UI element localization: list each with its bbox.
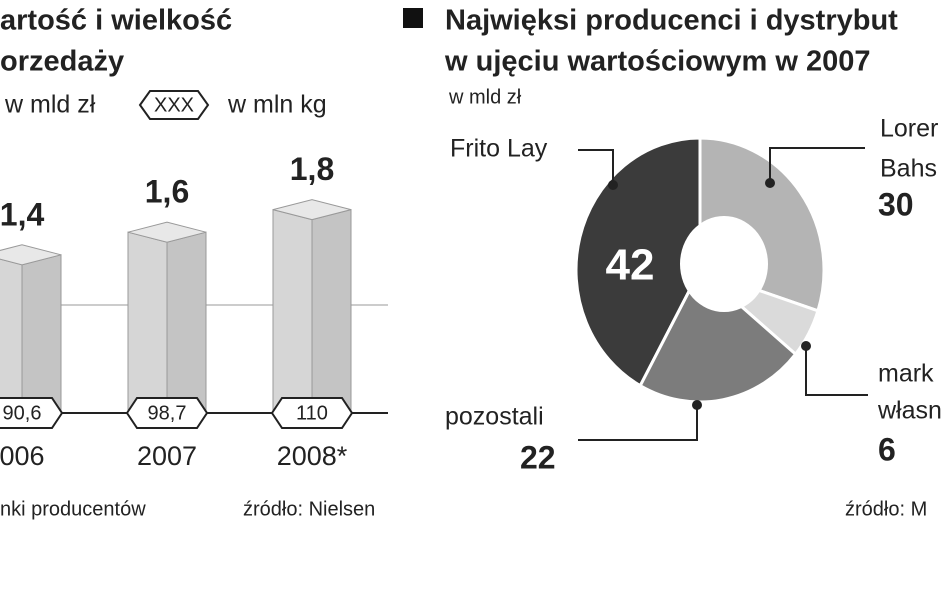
legend-label: w mld zł [4, 91, 96, 119]
donut-slice [638, 267, 798, 404]
slice-value: 42 [606, 241, 655, 290]
leader-line [805, 346, 868, 396]
leader-line [769, 147, 865, 183]
source: źródło: Nielsen [243, 498, 375, 520]
kg-label: 98,7 [148, 402, 187, 424]
chart-title: orzedaży [0, 46, 124, 78]
slice-label: Lorer [880, 115, 938, 143]
value-label: 1,4 [0, 196, 44, 232]
legend-label: w mln kg [227, 91, 327, 119]
slice-label: własn [877, 397, 942, 425]
legend-badge [138, 90, 210, 120]
slice-label: Frito Lay [450, 135, 548, 163]
kg-badge [0, 397, 64, 429]
leader-dot [765, 178, 775, 188]
title-bullet [403, 8, 423, 28]
bar-top-face [0, 244, 62, 266]
leader-dot [608, 180, 618, 190]
slice-value: 22 [520, 439, 556, 475]
kg-badge [125, 397, 209, 429]
chart-title: artość i wielkość [0, 5, 232, 37]
source: źródło: M [845, 498, 927, 520]
chart-subtitle: w mld zł [448, 86, 522, 108]
footnote: nki producentów [0, 498, 146, 520]
slice-label: mark [878, 360, 934, 388]
value-label: 1,6 [145, 174, 189, 210]
donut-hole [680, 216, 768, 312]
bar-top-face [127, 221, 207, 243]
donut-slice [574, 136, 702, 388]
kg-label: 90,6 [3, 402, 42, 424]
x-tick-label: 006 [0, 441, 45, 471]
legend-badge-label: XXX [154, 94, 194, 116]
x-tick-label: 2007 [137, 441, 197, 471]
bar-top-face [272, 199, 352, 221]
leader-line [578, 149, 614, 185]
bar-left-face [0, 258, 23, 414]
slice-value: 6 [878, 431, 896, 467]
bar-right-face [166, 231, 207, 414]
slice-value: 30 [878, 186, 914, 222]
bar-right-face [311, 208, 352, 414]
chart-title: Najwięksi producenci i dystrybut [445, 5, 898, 37]
chart-title: w ujęciu wartościowym w 2007 [444, 46, 871, 78]
kg-badge [270, 397, 354, 429]
slice-label: pozostali [445, 403, 544, 431]
leader-dot [801, 341, 811, 351]
bar-right-face [21, 254, 62, 414]
kg-label: 110 [296, 402, 328, 424]
leader-dot [692, 400, 702, 410]
bar-left-face [127, 231, 168, 414]
leader-line [578, 405, 698, 441]
value-label: 1,8 [290, 151, 334, 187]
x-tick-label: 2008* [277, 441, 348, 471]
slice-label: Bahs [880, 155, 937, 183]
bar-left-face [272, 208, 313, 414]
